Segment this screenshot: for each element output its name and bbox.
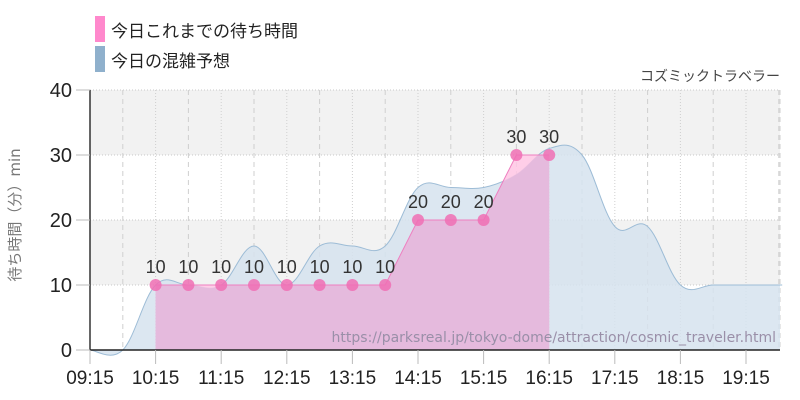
x-tick-label: 19:15 xyxy=(722,368,770,389)
y-tick-label: 30 xyxy=(50,145,72,167)
y-tick-label: 40 xyxy=(50,80,72,102)
x-tick-label: 12:15 xyxy=(263,368,311,389)
chart-subtitle: コズミックトラベラー xyxy=(640,69,780,85)
point-label: 10 xyxy=(277,257,297,277)
actual-point xyxy=(346,279,359,291)
actual-point xyxy=(280,279,293,291)
actual-point xyxy=(444,214,457,226)
legend-item-forecast[interactable]: 今日の混雑予想 xyxy=(95,44,298,74)
point-label: 20 xyxy=(441,192,461,212)
y-tick-label: 10 xyxy=(50,275,72,297)
legend-swatch-actual xyxy=(95,16,105,42)
actual-point xyxy=(215,279,228,291)
point-label: 10 xyxy=(211,257,231,277)
axes: 0 10 20 30 40 09:15 10:15 11:15 12:15 13:15 14:15 1… xyxy=(50,80,780,389)
y-tick-label: 20 xyxy=(50,210,72,232)
point-label: 10 xyxy=(310,257,330,277)
x-tick-label: 13:15 xyxy=(329,368,377,389)
point-label: 20 xyxy=(474,192,494,212)
actual-point xyxy=(379,279,392,291)
actual-point xyxy=(182,279,195,291)
x-tick-label: 09:15 xyxy=(66,368,114,389)
legend-swatch-forecast xyxy=(95,46,105,72)
actual-point xyxy=(313,279,326,291)
legend-label-actual: 今日これまでの待ち時間 xyxy=(111,21,298,42)
point-label: 30 xyxy=(539,127,559,147)
legend-item-actual[interactable]: 今日これまでの待ち時間 xyxy=(95,14,298,44)
point-label: 20 xyxy=(408,192,428,212)
point-label: 10 xyxy=(146,257,166,277)
point-label: 10 xyxy=(375,257,395,277)
point-label: 10 xyxy=(342,257,362,277)
actual-series xyxy=(149,149,556,350)
actual-point xyxy=(477,214,490,226)
x-tick-label: 16:15 xyxy=(525,368,573,389)
actual-point xyxy=(248,279,260,291)
actual-point xyxy=(149,279,162,291)
actual-point xyxy=(412,214,424,226)
legend-label-forecast: 今日の混雑予想 xyxy=(111,51,230,72)
point-label: 10 xyxy=(244,257,264,277)
actual-area xyxy=(155,155,550,350)
point-label: 10 xyxy=(178,257,198,277)
x-tick-label: 10:15 xyxy=(132,368,180,389)
x-tick-label: 18:15 xyxy=(657,368,705,389)
watermark-url: https://parksreal.jp/tokyo-dome/attracti… xyxy=(332,330,776,346)
legend: 今日これまでの待ち時間 今日の混雑予想 xyxy=(95,14,298,74)
actual-point xyxy=(510,149,523,161)
x-tick-label: 14:15 xyxy=(394,368,442,389)
grid-band xyxy=(90,90,780,155)
y-tick-label: 0 xyxy=(61,340,72,362)
actual-point xyxy=(543,149,556,161)
x-tick-label: 11:15 xyxy=(198,368,244,389)
point-labels: 10 10 10 10 10 10 10 10 20 20 20 30 30 xyxy=(146,127,560,277)
point-label: 30 xyxy=(506,127,526,147)
x-tick-label: 15:15 xyxy=(460,368,508,389)
x-tick-label: 17:15 xyxy=(591,368,639,389)
